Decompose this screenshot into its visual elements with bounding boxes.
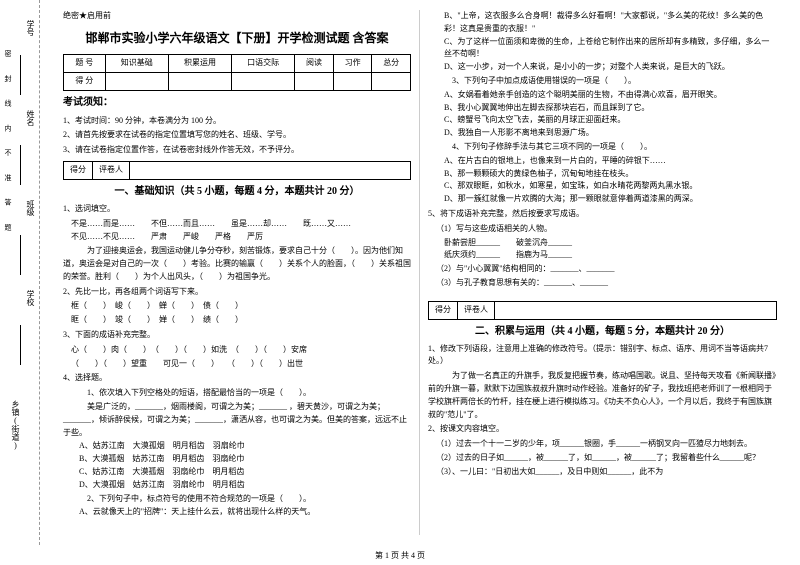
section1-title: 一、基础知识（共 5 小题，每题 4 分，本题共计 20 分）	[63, 184, 411, 200]
q6-stem: 4、下列句子修辞手法与其它三项不同的一项是（ ）。	[428, 141, 777, 154]
q2-line: 眶（ ） 竣（ ） 婵（ ） 绩（ ）	[63, 314, 411, 327]
binding-label-town: 乡镇(街道)	[10, 400, 21, 450]
binding-label-school: 学校	[25, 290, 36, 306]
s2q2-line: （3）、一儿曰："日初出大如______，及日中则如______，此不为	[428, 466, 777, 479]
table-row: 题 号 知识基础 积累运用 口语交际 阅读 习作 总分	[64, 54, 411, 72]
score-label: 得分	[64, 162, 93, 179]
right-column: B、"上帝，这衣服多么合身啊！裁得多么好看啊！"大家都说，"多么美的花纹！多么美…	[420, 10, 785, 535]
q7-title: 5、将下成语补充完整，然后按要求写成语。	[428, 208, 777, 221]
th: 总分	[372, 54, 411, 72]
td: 得 分	[64, 72, 106, 90]
q4-body: 美是广泛的，_______，烟雨楼阁，可谓之为美；_______ ，碧天黄沙，可…	[63, 401, 411, 439]
q7-line: 纸庆须约______ 指鹿为马______	[444, 249, 777, 262]
td[interactable]	[232, 72, 295, 90]
page-footer: 第 1 页 共 4 页	[0, 550, 800, 561]
td[interactable]	[372, 72, 411, 90]
q5-opt: D、我独自一人形影不离地来到思源广场。	[444, 127, 777, 140]
th: 知识基础	[105, 54, 168, 72]
q1-line: 不是……而是…… 不但……而且…… 虽是……却…… 既……又……	[63, 218, 411, 231]
q3-line: （ ）（ ）望重 可见一（ ） （ ）（ ）出世	[63, 358, 411, 371]
grader-label: 评卷人	[458, 302, 495, 319]
q1-para: 为了迎接奥运会，我国运动健儿争分夺秒，刻苦锻炼，要求自己十分（ ）。因为他们知道…	[63, 245, 411, 283]
binding-label-id: 学号	[25, 20, 36, 36]
q7-sub: （1）写与这些成语相关的人物。	[428, 223, 777, 236]
confidential-label: 绝密★启用前	[63, 10, 411, 23]
q1-line: 不见……不见…… 严肃 严峻 严格 严厉	[63, 231, 411, 244]
q5-opt: A、女娲看着她亲手创造的这个聪明美丽的生物，不由得满心欢喜，眉开眼笑。	[444, 89, 777, 102]
binding-line	[20, 55, 21, 95]
q1-title: 1、选词填空。	[63, 203, 411, 216]
th: 题 号	[64, 54, 106, 72]
th: 口语交际	[232, 54, 295, 72]
q4-opt2: A、云就像天上的"招牌"：天上挂什么云，就将出现什么样的天气。	[79, 506, 411, 519]
left-column: 绝密★启用前 邯郸市实验小学六年级语文【下册】开学检测试题 含答案 题 号 知识…	[55, 10, 420, 535]
binding-margin: 密 封 线 内 不 准 答 题 学号 姓名 班级 学校 乡镇(街道)	[0, 0, 40, 545]
td[interactable]	[105, 72, 168, 90]
binding-line	[20, 325, 21, 365]
q4-opt: D、大漠孤烟 姑苏江南 羽扇纶巾 明月稻齿	[79, 479, 411, 492]
q7-sub: （3）与孔子教育思想有关的：_______、_______	[428, 277, 777, 290]
score-box: 得分 评卷人	[63, 161, 411, 180]
binding-line	[20, 235, 21, 275]
s2q2-line: （2）过去的日子如______，被______了，如______，被______…	[428, 452, 777, 465]
score-blank[interactable]	[495, 302, 776, 319]
q2-title: 2、先比一比，再各组两个词语写下来。	[63, 286, 411, 299]
notice-item: 3、请在试卷指定位置作答，在试卷密封线外作答无效，不予评分。	[63, 144, 411, 157]
section2-title: 二、积累与运用（共 4 小题，每题 5 分，本题共计 20 分）	[428, 324, 777, 340]
s2q2-title: 2、按课文内容填空。	[428, 423, 777, 436]
q7-sub: （2）与"小心翼翼"结构相同的：_______、_______	[428, 263, 777, 276]
opt-c: C、为了这样一位面须和卑微的生命，上苍给它制作出来的居所却有多精致，多仔细，多么…	[444, 36, 777, 62]
score-label: 得分	[429, 302, 458, 319]
s2q2-line: （1）过去一个十一二岁的少年，项______银圈，手______一柄钢叉向一匹猹…	[428, 438, 777, 451]
opt-d: D、这一小步，对一个人来说，是小小的一步；对整个人类来说，是巨大的飞跃。	[444, 61, 777, 74]
opt-b: B、"上帝，这衣服多么合身啊！裁得多么好看啊！"大家都说，"多么美的花纹！多么美…	[444, 10, 777, 36]
notice-item: 2、请首先按要求在试卷的指定位置填写您的姓名、班级、学号。	[63, 129, 411, 142]
q6-opt: C、那双眼眶，如秋水，如寒星，如宝珠，如白水晴花两黎两丸黑水银。	[444, 180, 777, 193]
binding-label-class: 班级	[25, 200, 36, 216]
td[interactable]	[168, 72, 231, 90]
q6-opt: D、那一簇红就像一片欢腾的大海；那一颗眼就意停着两道漆黑的两深。	[444, 193, 777, 206]
q5-stem: 3、下列句子中加点成语使用错误的一项是（ ）。	[428, 75, 777, 88]
q4-stem: 1、依次填入下列空格处的短语，搭配最恰当的一项是（ ）。	[63, 387, 411, 400]
table-row: 得 分	[64, 72, 411, 90]
q6-opt: B、那一颗颗硕大的黄绿色柚子，沉甸甸地挂在枝头。	[444, 168, 777, 181]
q3-title: 3、下面的成语补充完整。	[63, 329, 411, 342]
q6-opt: A、在片古白的银地上，也像来到一片白的，平睡的碎银下……	[444, 155, 777, 168]
td[interactable]	[295, 72, 334, 90]
s2q1-title: 1、修改下列语段，注意用上准确的修改符号。（提示：错别字、标点、语序、用词不当等…	[428, 343, 777, 369]
q4-title: 4、选择题。	[63, 372, 411, 385]
td[interactable]	[333, 72, 372, 90]
q4-stem2: 2、下列句子中，标点符号的使用不符合规范的一项是（ ）。	[63, 493, 411, 506]
q5-opt: B、我小心翼翼地伸出左脚去探那块岩石，而且踩到了它。	[444, 102, 777, 115]
q2-line: 框（ ） 峻（ ） 蝉（ ） 债（ ）	[63, 300, 411, 313]
q3-line: 心（ ）肉（ ） （ ）（ ）如洗 （ ）（ ）安席	[63, 344, 411, 357]
q4-opt: A、姑苏江南 大漠孤烟 明月稻齿 羽扇纶巾	[79, 440, 411, 453]
th: 积累运用	[168, 54, 231, 72]
exam-title: 邯郸市实验小学六年级语文【下册】开学检测试题 含答案	[63, 29, 411, 48]
content-area: 绝密★启用前 邯郸市实验小学六年级语文【下册】开学检测试题 含答案 题 号 知识…	[40, 0, 800, 545]
s2q1-body: 为了做一名真正的升旗手，我反复把握节奏，练动唱国歌。说且、坚持每天攻看《新闻联播…	[428, 370, 777, 421]
notice-item: 1、考试时间：90 分钟，本卷满分为 100 分。	[63, 115, 411, 128]
th: 习作	[333, 54, 372, 72]
th: 阅读	[295, 54, 334, 72]
score-box: 得分 评卷人	[428, 301, 777, 320]
q5-opt: C、螃蟹号飞向太空飞去，美丽的月球正迎面赶来。	[444, 114, 777, 127]
binding-line	[20, 145, 21, 185]
score-blank[interactable]	[130, 162, 410, 179]
q4-opt: C、姑苏江南 大漠孤烟 羽扇纶巾 明月稻齿	[79, 466, 411, 479]
seal-line-text: 密 封 线 内 不 准 答 题	[3, 50, 13, 238]
notice-title: 考试须知：	[63, 95, 411, 111]
q4-opt: B、大漠孤烟 姑苏江南 明月稻齿 羽扇纶巾	[79, 453, 411, 466]
binding-label-name: 姓名	[25, 110, 36, 126]
score-table: 题 号 知识基础 积累运用 口语交际 阅读 习作 总分 得 分	[63, 54, 411, 91]
q7-line: 卧薪尝胆______ 破釜沉舟______	[444, 237, 777, 250]
grader-label: 评卷人	[93, 162, 130, 179]
